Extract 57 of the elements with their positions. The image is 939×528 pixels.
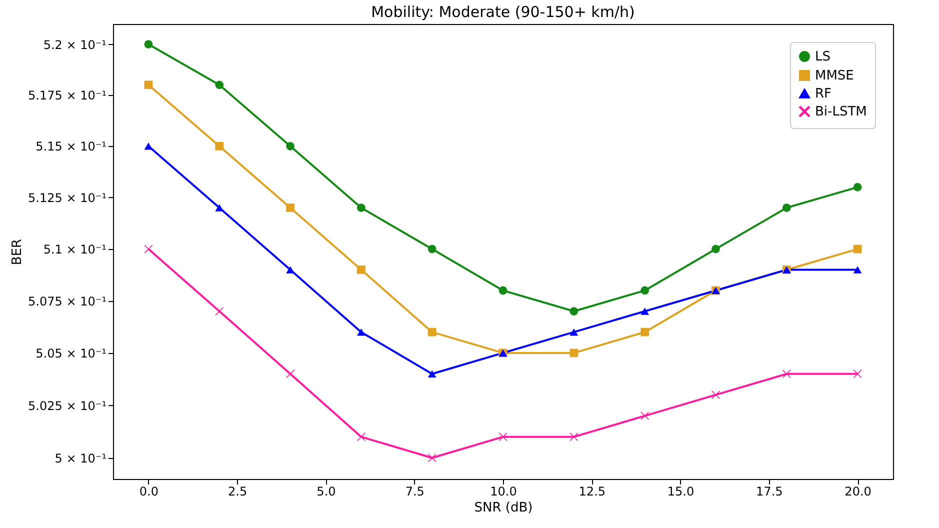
y-tick-label: 5.1 × 10⁻¹ [43, 242, 107, 257]
x-tick-label: 12.5 [578, 484, 606, 498]
chart-title: Mobility: Moderate (90-150+ km/h) [371, 3, 635, 21]
x-tick-label: 10.0 [490, 484, 517, 498]
point [640, 308, 649, 315]
point [712, 244, 720, 254]
y-tick-label: 5.15 × 10⁻¹ [36, 140, 107, 154]
point [215, 80, 224, 90]
x-tick-label: 5.0 [316, 484, 336, 498]
point [640, 412, 649, 420]
point [570, 328, 578, 336]
point [712, 390, 720, 399]
y-tick-label: 5.05 × 10⁻¹ [36, 346, 107, 360]
point [428, 454, 436, 462]
point [428, 370, 436, 378]
x-tick-label: 20.0 [844, 484, 872, 498]
point [144, 80, 153, 90]
point [570, 348, 578, 358]
y-tick-label: 5.125 × 10⁻¹ [28, 190, 107, 205]
point [853, 183, 862, 192]
point [357, 266, 366, 274]
point [498, 286, 508, 295]
point [286, 204, 294, 212]
point [782, 204, 791, 212]
y-tick-label: 5.075 × 10⁻¹ [28, 294, 107, 308]
point [853, 266, 862, 274]
y-axis-title: BER [10, 238, 26, 266]
point [215, 142, 224, 150]
x-tick-label: 2.5 [228, 484, 248, 498]
x-axis-title: SNR (dB) [474, 500, 533, 516]
point [357, 328, 366, 336]
point [640, 328, 649, 336]
point [286, 266, 294, 274]
point [144, 244, 153, 254]
legend-label: MMSE [815, 68, 854, 84]
legend-label: RF [815, 86, 832, 102]
point [357, 432, 366, 441]
point [853, 244, 862, 254]
y-tick-label: 5.025 × 10⁻¹ [28, 398, 107, 413]
point [144, 40, 153, 48]
point [286, 370, 294, 378]
legend-label: LS [815, 50, 830, 64]
y-tick-label: 5.175 × 10⁻¹ [28, 88, 107, 103]
point [357, 204, 366, 212]
x-tick-label: 17.5 [756, 484, 783, 498]
y-tick-label: 5 × 10⁻¹ [54, 451, 107, 466]
point [570, 307, 578, 316]
point [286, 142, 294, 150]
point [640, 286, 649, 295]
x-tick-label: 0.0 [139, 484, 158, 498]
x-tick-label: 15.0 [667, 484, 694, 498]
legend-label: Bi-LSTM [815, 104, 867, 120]
point [782, 370, 791, 378]
y-tick-label: 5.2 × 10⁻¹ [43, 38, 107, 52]
point [428, 328, 436, 336]
point [428, 244, 436, 254]
x-tick-label: 7.5 [405, 484, 424, 498]
